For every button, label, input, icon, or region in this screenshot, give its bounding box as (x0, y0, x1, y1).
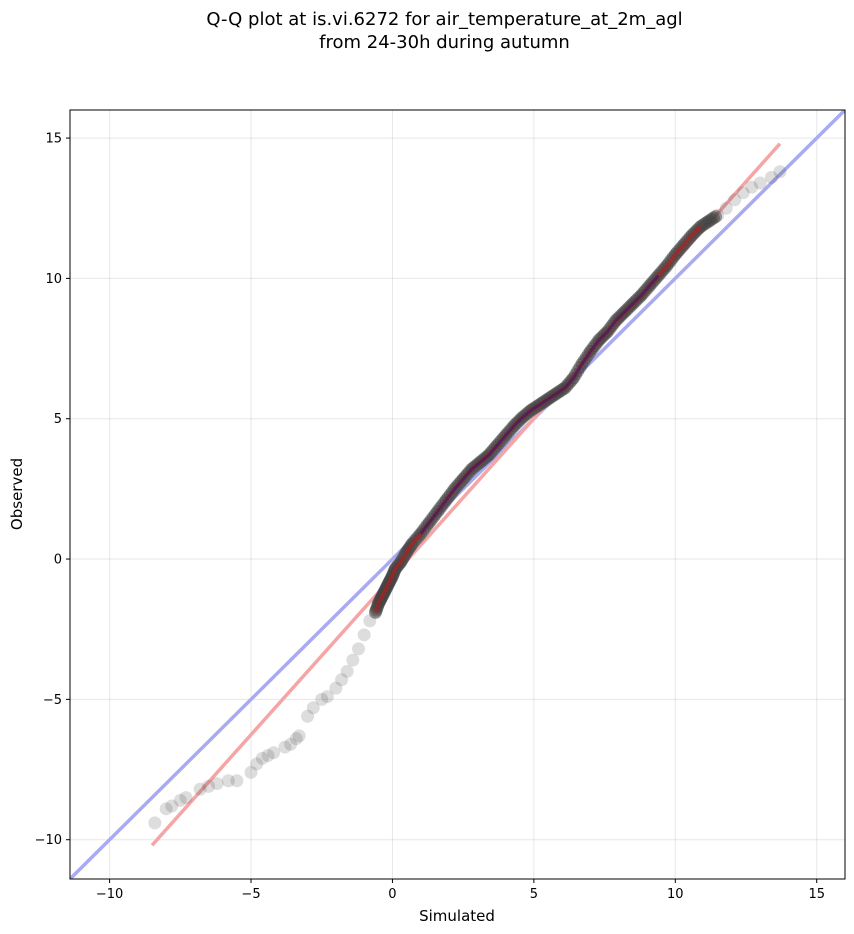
data-point (773, 165, 787, 179)
data-point (301, 709, 315, 723)
data-point (346, 653, 360, 667)
data-point (250, 757, 264, 771)
data-point (255, 751, 269, 765)
data-point (261, 749, 275, 763)
data-point (320, 690, 334, 704)
data-point (202, 779, 216, 793)
data-point (193, 782, 207, 796)
data-point (306, 701, 320, 715)
x-tick-label: −5 (241, 887, 260, 902)
data-point (352, 642, 366, 656)
x-tick-label: 5 (530, 887, 538, 902)
data-point (292, 729, 306, 743)
y-tick-label: 15 (45, 132, 62, 147)
x-tick-label: 10 (667, 887, 684, 902)
data-point (745, 180, 759, 194)
chart-subtitle: from 24-30h during autumn (319, 32, 570, 53)
x-axis-label: Simulated (419, 907, 495, 925)
data-point (173, 793, 187, 807)
grid-lines (70, 110, 845, 879)
chart-title: Q-Q plot at is.vi.6272 for air_temperatu… (206, 9, 683, 30)
data-point (289, 732, 303, 746)
data-point (278, 740, 292, 754)
y-tick-label: −10 (35, 833, 62, 848)
x-tick-label: 15 (808, 887, 825, 902)
data-point (148, 816, 162, 830)
y-tick-label: 0 (54, 553, 62, 568)
data-point (221, 774, 235, 788)
data-point (736, 186, 750, 200)
chart-title-block: Q-Q plot at is.vi.6272 for air_temperatu… (0, 8, 854, 54)
data-point (340, 664, 354, 678)
plot-area (70, 110, 845, 879)
data-point (267, 746, 281, 760)
data-point (165, 799, 179, 813)
data-point (179, 791, 193, 805)
x-tick-label: −10 (96, 887, 123, 902)
data-point (357, 628, 371, 642)
axis-ticks: −10 −5 0 5 10 15 −10 −5 0 5 10 15 (35, 132, 825, 902)
data-point (244, 765, 258, 779)
y-tick-label: −5 (43, 693, 62, 708)
core-overlay-line (419, 274, 660, 535)
y-tick-label: 10 (45, 272, 62, 287)
data-point (284, 737, 298, 751)
data-point (764, 170, 778, 184)
data-point (335, 673, 349, 687)
data-point (711, 208, 725, 222)
data-point (753, 176, 767, 190)
data-point (230, 774, 244, 788)
data-point (315, 692, 329, 706)
y-tick-label: 5 (54, 412, 62, 427)
x-tick-label: 0 (388, 887, 396, 902)
data-point (210, 777, 224, 791)
data-point (329, 681, 343, 695)
data-point (719, 201, 733, 215)
data-point (709, 210, 723, 224)
data-point (728, 193, 742, 207)
y-axis-label: Observed (8, 458, 26, 530)
data-point (159, 802, 173, 816)
plot-frame (69, 109, 846, 880)
